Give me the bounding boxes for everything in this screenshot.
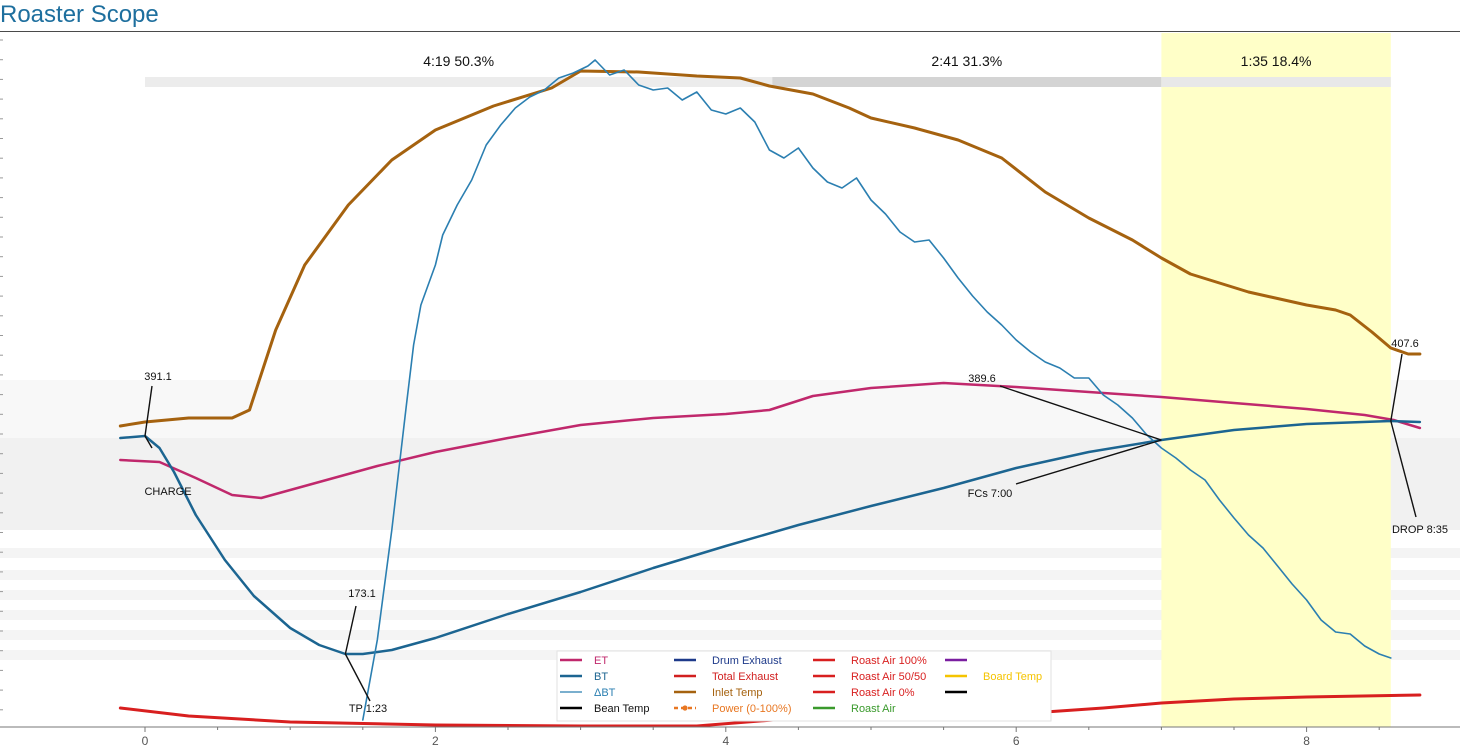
annotation-leader — [1015, 439, 1162, 485]
x-axis: 0 2 4 6 8 — [0, 726, 1460, 748]
x-tick-label: 8 — [1303, 734, 1310, 748]
bg-stripe — [0, 630, 1460, 640]
annotation-event: FCs 7:00 — [968, 488, 1013, 500]
phase-bar-segment — [145, 77, 773, 87]
annotation-leader — [1390, 420, 1417, 518]
bg-stripe — [0, 610, 1460, 620]
series-line-et — [119, 381, 1422, 500]
series-line-inlet-temp — [118, 69, 1422, 428]
x-tick-label: 0 — [142, 734, 149, 748]
bg-stripe — [0, 570, 1460, 580]
phase-bar: 4:19 50.3% 2:41 31.3% 1:35 18.4% — [145, 33, 1391, 727]
annotation-value: 407.6 — [1391, 338, 1419, 350]
x-tick-label: 6 — [1013, 734, 1020, 748]
series-line-bt — [119, 419, 1422, 656]
annotation-leader — [144, 435, 153, 449]
bg-stripe — [0, 548, 1460, 558]
annotation-value: 389.6 — [968, 373, 996, 385]
legend-label[interactable]: BT — [594, 671, 608, 683]
annotation-leader — [999, 385, 1162, 441]
annotation-leader — [344, 653, 371, 702]
legend-label[interactable]: Inlet Temp — [712, 687, 763, 699]
legend-label[interactable]: ET — [594, 655, 608, 667]
phase-label: 2:41 31.3% — [931, 53, 1002, 69]
phase-bar-segment — [772, 77, 1162, 87]
annotation-leader — [1390, 353, 1403, 422]
legend-label[interactable]: Board Temp — [983, 671, 1042, 683]
legend-box — [556, 650, 1052, 722]
legend-marker — [682, 705, 688, 711]
phase-label: 4:19 50.3% — [423, 53, 494, 69]
phase-label: 1:35 18.4% — [1241, 53, 1312, 69]
phase-bar-segment — [1161, 77, 1391, 87]
event-annotations: 391.1 CHARGE 173.1 TP 1:23 389.6 FCs 7:00 407.… — [144, 338, 1448, 715]
x-tick-label: 2 — [432, 734, 439, 748]
legend-label[interactable]: ΔBT — [594, 687, 616, 699]
legend-label[interactable]: Roast Air 50/50 — [851, 671, 926, 683]
legend: ET BT ΔBT Bean Temp Drum Exhaust Total Exhaus… — [556, 650, 1052, 722]
legend-label[interactable]: Roast Air — [851, 703, 896, 715]
legend-label[interactable]: Power (0-100%) — [712, 703, 791, 715]
bg-stripe — [0, 590, 1460, 600]
app-title: Roaster Scope — [0, 1, 159, 28]
annotation-value: 173.1 — [348, 588, 376, 600]
annotation-event: CHARGE — [144, 486, 191, 498]
annotation-event: TP 1:23 — [349, 703, 387, 715]
legend-label[interactable]: Drum Exhaust — [712, 655, 782, 667]
title-divider — [0, 31, 1460, 32]
phase-highlight — [1161, 33, 1391, 727]
legend-label[interactable]: Total Exhaust — [712, 671, 778, 683]
legend-label[interactable]: Roast Air 0% — [851, 687, 915, 699]
annotation-leader — [344, 605, 357, 655]
legend-label[interactable]: Bean Temp — [594, 703, 649, 715]
annotation-value: 391.1 — [144, 371, 172, 383]
legend-label[interactable]: Roast Air 100% — [851, 655, 927, 667]
annotation-leader — [144, 385, 153, 437]
x-tick-label: 4 — [722, 734, 729, 748]
series-line--bt — [362, 59, 1392, 721]
annotation-event: DROP 8:35 — [1392, 524, 1448, 536]
